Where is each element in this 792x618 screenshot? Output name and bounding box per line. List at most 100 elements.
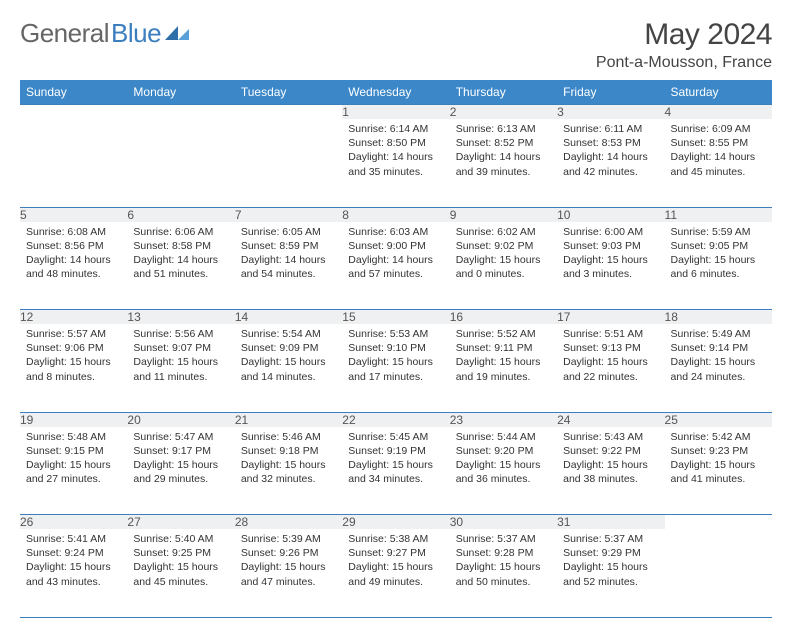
day-content-cell: Sunrise: 6:00 AMSunset: 9:03 PMDaylight:… [557, 222, 664, 310]
day-number-cell [665, 515, 772, 530]
day-content-cell: Sunrise: 5:40 AMSunset: 9:25 PMDaylight:… [127, 529, 234, 617]
day-number-cell: 13 [127, 310, 234, 325]
day-content-cell: Sunrise: 6:05 AMSunset: 8:59 PMDaylight:… [235, 222, 342, 310]
day-number-cell: 26 [20, 515, 127, 530]
day-details: Sunrise: 6:13 AMSunset: 8:52 PMDaylight:… [450, 119, 557, 183]
day-number-cell: 29 [342, 515, 449, 530]
day-number-cell: 28 [235, 515, 342, 530]
day-details: Sunrise: 5:38 AMSunset: 9:27 PMDaylight:… [342, 529, 449, 593]
day-header: Wednesday [342, 80, 449, 105]
day-details: Sunrise: 5:56 AMSunset: 9:07 PMDaylight:… [127, 324, 234, 388]
day-header: Tuesday [235, 80, 342, 105]
location-label: Pont-a-Mousson, France [596, 54, 772, 72]
day-content-cell: Sunrise: 6:08 AMSunset: 8:56 PMDaylight:… [20, 222, 127, 310]
month-title: May 2024 [596, 18, 772, 52]
day-details: Sunrise: 5:53 AMSunset: 9:10 PMDaylight:… [342, 324, 449, 388]
day-number-cell: 25 [665, 412, 772, 427]
day-header: Thursday [450, 80, 557, 105]
day-content-cell: Sunrise: 5:56 AMSunset: 9:07 PMDaylight:… [127, 324, 234, 412]
day-details: Sunrise: 6:05 AMSunset: 8:59 PMDaylight:… [235, 222, 342, 286]
day-content-cell: Sunrise: 5:46 AMSunset: 9:18 PMDaylight:… [235, 427, 342, 515]
day-number-cell: 14 [235, 310, 342, 325]
logo-text-2: Blue [111, 18, 161, 49]
week-content-row: Sunrise: 6:14 AMSunset: 8:50 PMDaylight:… [20, 119, 772, 207]
day-details: Sunrise: 5:44 AMSunset: 9:20 PMDaylight:… [450, 427, 557, 491]
week-number-row: 1234 [20, 105, 772, 120]
day-details: Sunrise: 6:09 AMSunset: 8:55 PMDaylight:… [665, 119, 772, 183]
day-number-cell: 1 [342, 105, 449, 120]
day-content-cell: Sunrise: 5:41 AMSunset: 9:24 PMDaylight:… [20, 529, 127, 617]
day-number-cell: 24 [557, 412, 664, 427]
day-content-cell: Sunrise: 5:39 AMSunset: 9:26 PMDaylight:… [235, 529, 342, 617]
day-content-cell: Sunrise: 6:09 AMSunset: 8:55 PMDaylight:… [665, 119, 772, 207]
day-number-cell [235, 105, 342, 120]
calendar-header-row: SundayMondayTuesdayWednesdayThursdayFrid… [20, 80, 772, 105]
day-content-cell: Sunrise: 5:38 AMSunset: 9:27 PMDaylight:… [342, 529, 449, 617]
day-number-cell: 23 [450, 412, 557, 427]
week-content-row: Sunrise: 6:08 AMSunset: 8:56 PMDaylight:… [20, 222, 772, 310]
day-details: Sunrise: 6:03 AMSunset: 9:00 PMDaylight:… [342, 222, 449, 286]
week-number-row: 19202122232425 [20, 412, 772, 427]
day-number-cell: 7 [235, 207, 342, 222]
day-number-cell: 31 [557, 515, 664, 530]
day-details: Sunrise: 5:43 AMSunset: 9:22 PMDaylight:… [557, 427, 664, 491]
day-content-cell: Sunrise: 5:45 AMSunset: 9:19 PMDaylight:… [342, 427, 449, 515]
day-details: Sunrise: 5:51 AMSunset: 9:13 PMDaylight:… [557, 324, 664, 388]
day-number-cell: 19 [20, 412, 127, 427]
day-number-cell: 4 [665, 105, 772, 120]
day-details: Sunrise: 5:57 AMSunset: 9:06 PMDaylight:… [20, 324, 127, 388]
week-content-row: Sunrise: 5:57 AMSunset: 9:06 PMDaylight:… [20, 324, 772, 412]
week-number-row: 12131415161718 [20, 310, 772, 325]
day-number-cell: 5 [20, 207, 127, 222]
day-details: Sunrise: 5:40 AMSunset: 9:25 PMDaylight:… [127, 529, 234, 593]
day-content-cell: Sunrise: 5:37 AMSunset: 9:28 PMDaylight:… [450, 529, 557, 617]
week-content-row: Sunrise: 5:41 AMSunset: 9:24 PMDaylight:… [20, 529, 772, 617]
day-details: Sunrise: 5:46 AMSunset: 9:18 PMDaylight:… [235, 427, 342, 491]
day-content-cell: Sunrise: 5:49 AMSunset: 9:14 PMDaylight:… [665, 324, 772, 412]
day-details: Sunrise: 5:49 AMSunset: 9:14 PMDaylight:… [665, 324, 772, 388]
day-header: Monday [127, 80, 234, 105]
day-details: Sunrise: 5:39 AMSunset: 9:26 PMDaylight:… [235, 529, 342, 593]
day-content-cell: Sunrise: 6:14 AMSunset: 8:50 PMDaylight:… [342, 119, 449, 207]
day-number-cell: 11 [665, 207, 772, 222]
day-number-cell: 2 [450, 105, 557, 120]
day-content-cell [127, 119, 234, 207]
day-details: Sunrise: 6:00 AMSunset: 9:03 PMDaylight:… [557, 222, 664, 286]
day-number-cell: 15 [342, 310, 449, 325]
day-number-cell: 20 [127, 412, 234, 427]
week-number-row: 262728293031 [20, 515, 772, 530]
day-header: Friday [557, 80, 664, 105]
day-number-cell: 6 [127, 207, 234, 222]
day-number-cell: 18 [665, 310, 772, 325]
day-content-cell: Sunrise: 5:51 AMSunset: 9:13 PMDaylight:… [557, 324, 664, 412]
logo: GeneralBlue [20, 18, 191, 49]
day-number-cell: 9 [450, 207, 557, 222]
day-content-cell: Sunrise: 5:48 AMSunset: 9:15 PMDaylight:… [20, 427, 127, 515]
day-number-cell: 10 [557, 207, 664, 222]
calendar-table: SundayMondayTuesdayWednesdayThursdayFrid… [20, 80, 772, 618]
day-details: Sunrise: 5:52 AMSunset: 9:11 PMDaylight:… [450, 324, 557, 388]
day-details: Sunrise: 5:59 AMSunset: 9:05 PMDaylight:… [665, 222, 772, 286]
day-number-cell: 3 [557, 105, 664, 120]
day-number-cell: 30 [450, 515, 557, 530]
day-details: Sunrise: 5:47 AMSunset: 9:17 PMDaylight:… [127, 427, 234, 491]
week-number-row: 567891011 [20, 207, 772, 222]
day-number-cell: 17 [557, 310, 664, 325]
day-content-cell [20, 119, 127, 207]
day-content-cell [235, 119, 342, 207]
day-content-cell: Sunrise: 5:44 AMSunset: 9:20 PMDaylight:… [450, 427, 557, 515]
logo-mark-icon [165, 22, 191, 40]
day-details: Sunrise: 6:08 AMSunset: 8:56 PMDaylight:… [20, 222, 127, 286]
day-number-cell: 12 [20, 310, 127, 325]
day-content-cell: Sunrise: 6:06 AMSunset: 8:58 PMDaylight:… [127, 222, 234, 310]
day-content-cell: Sunrise: 6:11 AMSunset: 8:53 PMDaylight:… [557, 119, 664, 207]
day-content-cell: Sunrise: 5:42 AMSunset: 9:23 PMDaylight:… [665, 427, 772, 515]
day-number-cell: 22 [342, 412, 449, 427]
day-details: Sunrise: 5:48 AMSunset: 9:15 PMDaylight:… [20, 427, 127, 491]
day-content-cell: Sunrise: 6:02 AMSunset: 9:02 PMDaylight:… [450, 222, 557, 310]
day-details: Sunrise: 5:41 AMSunset: 9:24 PMDaylight:… [20, 529, 127, 593]
day-content-cell: Sunrise: 5:47 AMSunset: 9:17 PMDaylight:… [127, 427, 234, 515]
day-content-cell: Sunrise: 5:53 AMSunset: 9:10 PMDaylight:… [342, 324, 449, 412]
day-number-cell: 27 [127, 515, 234, 530]
day-header: Sunday [20, 80, 127, 105]
